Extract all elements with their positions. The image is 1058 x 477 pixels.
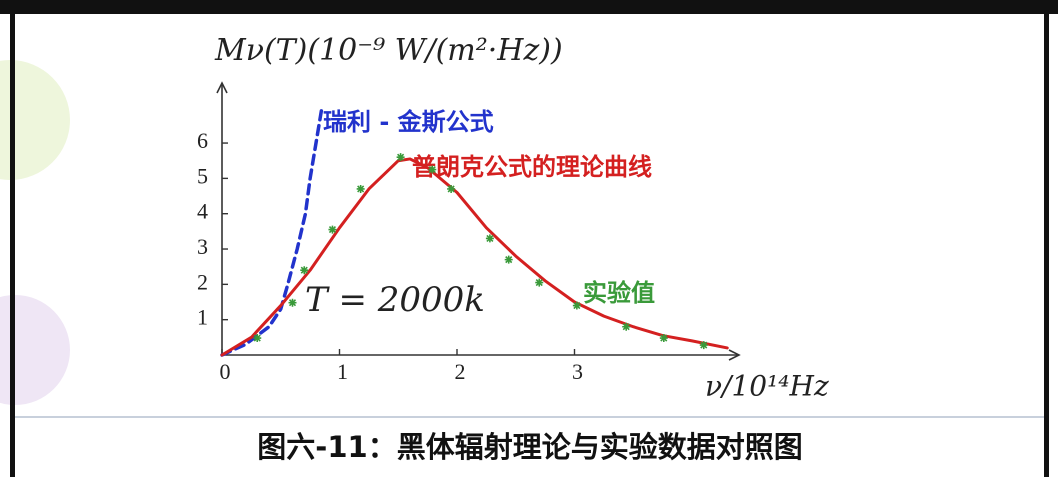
y-tick-label: 3	[197, 234, 208, 259]
data-point	[535, 278, 544, 287]
data-point	[396, 153, 405, 162]
y-tick-label: 2	[197, 269, 208, 294]
y-tick-label: 4	[197, 199, 208, 224]
data-point	[699, 341, 708, 350]
frame-left	[10, 10, 15, 477]
decoration	[0, 295, 70, 405]
frame-right	[1044, 10, 1049, 477]
data-point	[485, 234, 494, 243]
x-tick-label: 1	[337, 359, 348, 384]
series-line	[220, 157, 729, 357]
decoration	[0, 60, 70, 180]
data-point	[659, 334, 668, 343]
y-axis-label: Mν(T)(10⁻⁹ W/(m²·Hz))	[214, 33, 563, 68]
y-axis-arrow	[216, 81, 228, 94]
data-point	[428, 165, 437, 174]
series-label: 实验值	[583, 279, 655, 307]
data-point	[572, 301, 581, 310]
y-tick-label: 1	[197, 305, 208, 330]
data-point	[288, 298, 297, 307]
x-axis-label: ν/10¹⁴Hz	[705, 370, 829, 403]
series-label: 普朗克公式的理论曲线	[412, 153, 652, 181]
annotation: T = 2000k	[305, 280, 485, 320]
data-point	[253, 334, 262, 343]
data-point	[356, 184, 365, 193]
y-tick-label: 5	[197, 163, 208, 188]
data-point	[447, 184, 456, 193]
x-tick-label: 0	[220, 359, 231, 384]
data-point	[328, 225, 337, 234]
series-label: 瑞利 - 金斯公式	[323, 108, 494, 136]
data-point	[622, 322, 631, 331]
frame-top	[0, 0, 1058, 14]
data-point	[300, 266, 309, 275]
caption: 图六-11：黑体辐射理论与实验数据对照图	[257, 430, 802, 464]
x-tick-label: 3	[572, 359, 583, 384]
x-axis-arrow	[728, 349, 741, 361]
y-tick-label: 6	[197, 128, 208, 153]
data-point	[504, 255, 513, 264]
x-tick-label: 2	[455, 359, 466, 384]
